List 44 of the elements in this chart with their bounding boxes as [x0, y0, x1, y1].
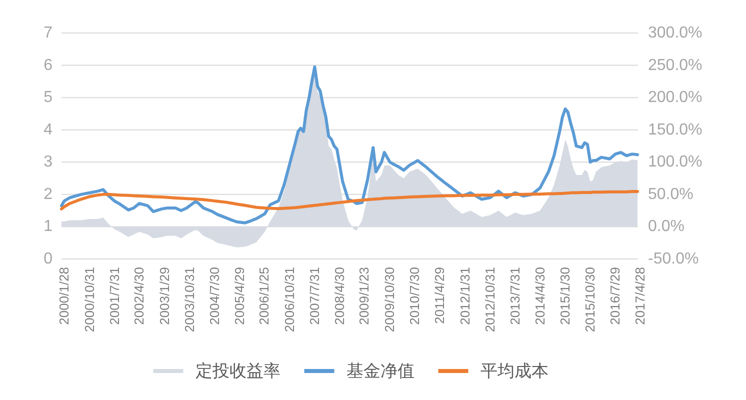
x-tick-label: 2001/7/31	[106, 267, 122, 325]
y-tick-label: 3	[44, 154, 53, 171]
x-tick-label: 2003/1/29	[156, 267, 172, 325]
x-tick-label: 2011/4/29	[432, 267, 448, 324]
y-tick-label: 7	[44, 24, 53, 42]
y-tick-label: 4	[44, 121, 53, 138]
x-tick-label: 2010/7/30	[407, 267, 422, 325]
y2-tick-label: 150.0%	[648, 121, 702, 138]
x-tick-label: 2002/4/30	[132, 267, 147, 325]
y2-tick-label: 200.0%	[648, 89, 702, 106]
y2-tick-label: 300.0%	[648, 24, 702, 42]
x-tick-label: 2003/10/31	[182, 267, 197, 332]
y-tick-label: 0	[44, 250, 53, 268]
x-tick-label: 2005/4/29	[232, 267, 247, 325]
y-tick-label: 2	[44, 186, 53, 203]
x-tick-label: 2012/1/31	[457, 267, 472, 325]
x-tick-label: 2004/7/30	[206, 267, 222, 325]
x-tick-label: 2015/10/30	[582, 267, 598, 332]
x-tick-label: 2006/10/31	[282, 267, 298, 332]
x-tick-label: 2008/4/30	[332, 267, 348, 325]
x-tick-label: 2000/10/31	[82, 267, 97, 332]
legend-label: 定投收益率	[195, 362, 280, 380]
x-tick-label: 2016/7/29	[608, 267, 623, 325]
x-tick-label: 2007/7/31	[307, 267, 322, 325]
x-tick-label: 2012/10/31	[482, 267, 498, 332]
legend-label: 平均成本	[480, 362, 548, 380]
y2-tick-label: -50.0%	[648, 250, 699, 268]
x-tick-label: 2006/1/25	[256, 267, 272, 325]
y-tick-label: 5	[44, 89, 53, 106]
x-tick-label: 2013/7/31	[508, 267, 523, 325]
y2-tick-label: 0.0%	[648, 218, 684, 236]
x-tick-label: 2014/4/30	[532, 267, 548, 325]
x-tick-label: 2015/1/30	[558, 267, 573, 325]
x-tick-label: 2000/1/28	[56, 267, 72, 325]
y2-tick-label: 100.0%	[648, 154, 702, 171]
y-tick-label: 1	[44, 218, 53, 236]
y-tick-label: 6	[44, 56, 53, 74]
y2-tick-label: 50.0%	[648, 186, 694, 203]
x-tick-label: 2009/1/23	[356, 267, 372, 325]
x-tick-label: 2009/10/30	[382, 267, 398, 332]
x-tick-label: 2017/4/28	[632, 267, 648, 325]
y2-tick-label: 250.0%	[648, 56, 702, 74]
legend-label: 基金净值	[346, 362, 414, 380]
line-series	[60, 190, 640, 210]
